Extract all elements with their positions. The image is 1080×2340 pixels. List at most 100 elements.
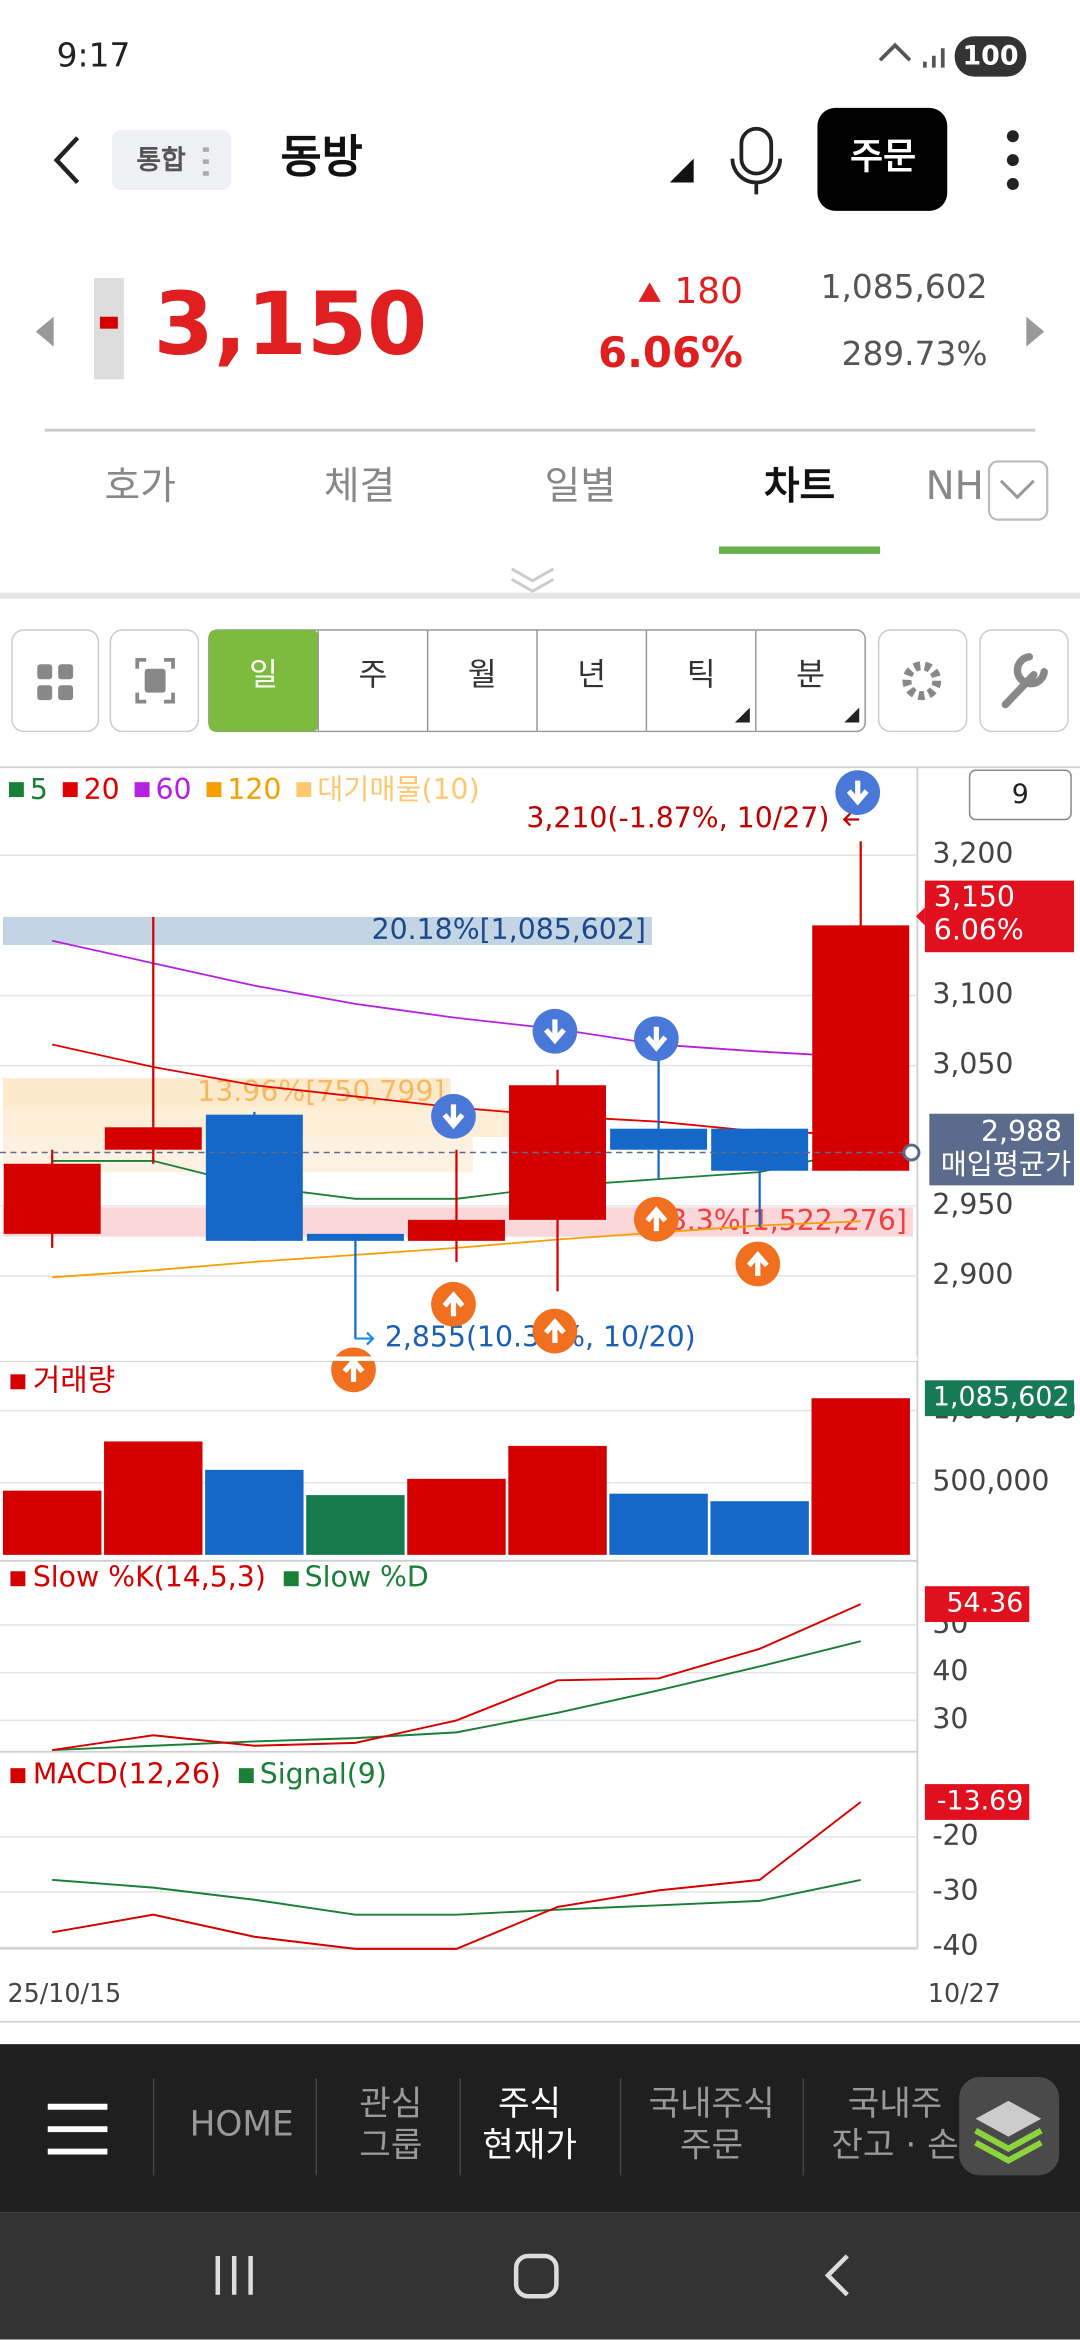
chart-clip-cover xyxy=(0,1356,918,1361)
back-button[interactable] xyxy=(53,136,80,185)
legend-label: 60 xyxy=(156,773,192,806)
prev-arrow[interactable] xyxy=(35,316,54,347)
volume-last-label: 1,085,602 xyxy=(933,1382,1070,1413)
y-tick-label: 3,050 xyxy=(932,1048,1013,1081)
signal-icons xyxy=(878,42,945,68)
low-note-arrow xyxy=(355,1331,375,1346)
nav-item[interactable]: 관심 xyxy=(359,2084,422,2124)
y-tick-label: 30 xyxy=(932,1702,968,1735)
supply-band xyxy=(2,1078,451,1108)
period-option[interactable]: 분 xyxy=(796,657,825,693)
legend-label: 20 xyxy=(84,773,120,806)
order-button[interactable] xyxy=(817,107,948,211)
next-arrow[interactable] xyxy=(1026,316,1045,347)
avg-price-handle[interactable] xyxy=(902,1143,921,1162)
section-divider xyxy=(0,592,1080,599)
mic-button[interactable] xyxy=(739,126,774,176)
nav-item[interactable]: 그룹 xyxy=(359,2126,422,2166)
dropdown-mark xyxy=(669,158,694,183)
recents-button[interactable] xyxy=(215,2255,253,2295)
more-menu[interactable] xyxy=(1006,130,1019,190)
indicator-last-label: -13.69 xyxy=(937,1786,1024,1817)
layers-icon-bottom xyxy=(974,2128,1043,2164)
settings-button[interactable] xyxy=(877,629,968,733)
battery xyxy=(954,36,1027,77)
period-option[interactable]: 년 xyxy=(577,657,606,693)
legend-swatch xyxy=(10,1768,26,1784)
menu-button[interactable] xyxy=(47,2103,108,2155)
indicator-legend: MACD(12,26) xyxy=(33,1758,221,1791)
tab[interactable]: 차트 xyxy=(764,464,835,509)
indicator-last-label: 54.36 xyxy=(946,1588,1023,1619)
tab-underline xyxy=(719,546,881,554)
legend-swatch xyxy=(134,782,150,798)
tab[interactable]: NH xyxy=(926,464,984,509)
period-option[interactable]: 일 xyxy=(249,657,278,693)
gear-icon xyxy=(902,661,942,701)
legend-label: 120 xyxy=(227,773,281,806)
indicator-line xyxy=(52,1603,862,1751)
y-tick-label: 40 xyxy=(932,1655,968,1688)
battery-level: 100 xyxy=(962,41,1018,72)
volume-bar xyxy=(104,1441,203,1555)
bottom-nav xyxy=(0,2044,1080,2213)
volume-bar xyxy=(811,1398,910,1555)
count-box[interactable] xyxy=(968,769,1072,821)
period-option[interactable]: 주 xyxy=(359,657,388,693)
layout-button[interactable] xyxy=(11,629,100,733)
legend-swatch xyxy=(296,782,312,798)
collapse-handle[interactable] xyxy=(510,567,555,593)
nav-item[interactable]: HOME xyxy=(190,2105,294,2145)
volume-bar xyxy=(306,1495,405,1555)
tab[interactable]: 일별 xyxy=(545,464,616,509)
period-option[interactable]: 틱 xyxy=(687,657,716,693)
supply-band-label: 20.18%[1,085,602] xyxy=(372,913,646,946)
market-label: 통합 xyxy=(136,145,186,176)
nav-item[interactable]: 현재가 xyxy=(482,2126,577,2166)
legend-swatch xyxy=(10,1374,26,1390)
current-price-pointer xyxy=(915,907,925,926)
volume-bar xyxy=(407,1478,506,1555)
tab-more-button[interactable] xyxy=(987,460,1049,521)
nav-item[interactable]: 잔고 · 손 xyxy=(831,2126,958,2166)
signal-arrow xyxy=(543,1019,566,1045)
tab-more-chevron xyxy=(999,479,1035,500)
mic-stand xyxy=(730,158,783,195)
legend-swatch xyxy=(283,1571,299,1587)
y-tick-label: -20 xyxy=(932,1819,978,1852)
tab[interactable]: 호가 xyxy=(105,464,176,509)
home-button[interactable] xyxy=(513,2253,559,2299)
indicator-line xyxy=(52,1801,862,1950)
stock-name[interactable]: 동방 xyxy=(280,130,362,183)
nav-item[interactable]: 국내주 xyxy=(848,2084,943,2124)
volume-bar xyxy=(2,1490,102,1555)
chart-area: 2,9002,9503,0503,1003,200500,0001,000,00… xyxy=(0,770,1080,2023)
avg-price-label: 매입평균가 xyxy=(941,1148,1071,1181)
tab-bar: 호가 체결 일별 차트 NH xyxy=(105,464,984,554)
legend-swatch xyxy=(206,782,222,798)
nav-item[interactable]: 주문 xyxy=(680,2126,743,2166)
count-value: 9 xyxy=(1012,779,1029,810)
up-triangle xyxy=(638,282,661,302)
system-back-button[interactable] xyxy=(824,2254,849,2297)
order-label: 주문 xyxy=(850,137,916,178)
y-tick-label: 500,000 xyxy=(932,1465,1049,1498)
avg-price-value: 2,988 xyxy=(981,1115,1062,1148)
indicator-last-box xyxy=(924,1784,1030,1820)
period-option[interactable]: 월 xyxy=(468,657,497,693)
market-pill[interactable] xyxy=(111,130,232,190)
change-rate: 6.06% xyxy=(598,328,743,377)
legend-label: 대기매물(10) xyxy=(317,773,479,806)
nav-item[interactable]: 국내주식 xyxy=(648,2084,774,2124)
volume-title: 거래량 xyxy=(33,1363,115,1398)
y-tick-label: 3,100 xyxy=(932,977,1013,1010)
nav-item[interactable]: 주식 xyxy=(498,2084,561,2124)
capture-icon xyxy=(135,657,175,704)
current-rate-label: 6.06% xyxy=(934,913,1024,946)
candle-body xyxy=(306,1233,404,1241)
signal-arrow xyxy=(442,1291,465,1317)
tab[interactable]: 체결 xyxy=(324,464,395,509)
current-price: 3,150 xyxy=(154,275,428,375)
